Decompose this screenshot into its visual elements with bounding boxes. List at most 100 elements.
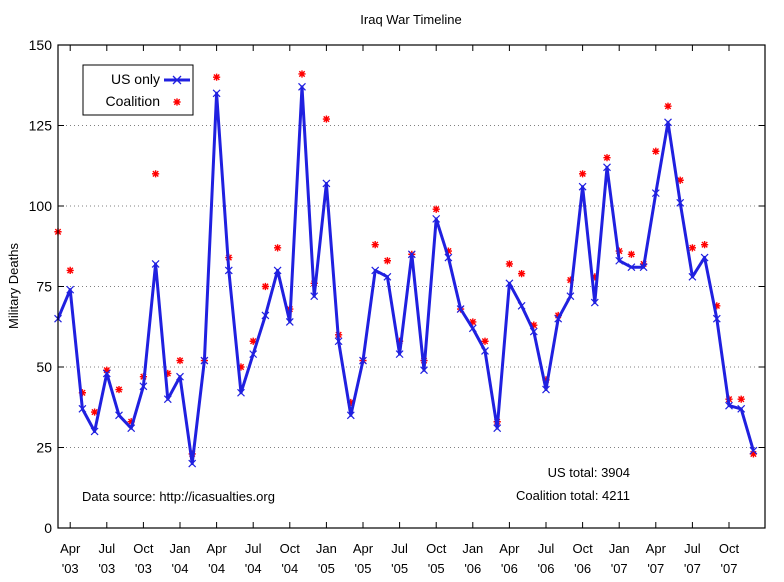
us-only-point <box>322 179 331 188</box>
us-only-point <box>176 372 184 381</box>
y-tick-label: 150 <box>29 37 53 53</box>
us-only-point <box>590 298 599 307</box>
x-tick-label-month: Oct <box>280 541 301 556</box>
coalition-point <box>127 418 135 426</box>
coalition-point <box>261 282 269 291</box>
legend-label-us-only: US only <box>111 71 160 87</box>
coalition-point <box>249 337 257 345</box>
us-only-point <box>639 263 648 272</box>
us-only-point <box>456 305 465 313</box>
coalition-point <box>274 244 282 252</box>
us-only-point <box>66 285 75 294</box>
x-tick-label-year: '05 <box>391 561 408 576</box>
us-only-point <box>298 82 306 91</box>
x-tick-label-month: Oct <box>133 541 154 556</box>
us-only-point <box>90 427 99 436</box>
coalition-point <box>505 260 513 268</box>
us-only-point <box>420 366 428 375</box>
x-axis-ticks: Apr '03 Jul '03 Oct '03 Jan '04 Apr '04 Jul '04 Oct '… <box>60 45 739 576</box>
y-tick-label: 50 <box>36 359 52 375</box>
us-only-point <box>273 266 282 275</box>
coalition-point <box>164 369 172 378</box>
us-only-point <box>163 395 172 404</box>
x-tick-label-year: '06 <box>538 561 555 576</box>
us-only-point <box>115 411 123 420</box>
us-only-line <box>56 85 755 466</box>
y-tick-label: 0 <box>44 520 52 536</box>
us-only-point <box>529 327 538 336</box>
x-tick-label-month: Jan <box>609 541 630 556</box>
coalition-point <box>78 389 86 397</box>
x-tick-label-month: Apr <box>499 541 520 556</box>
coalition-point <box>701 241 709 249</box>
y-tick-label: 125 <box>29 118 53 134</box>
x-tick-label-year: '03 <box>135 561 152 576</box>
y-tick-label: 75 <box>36 279 52 295</box>
coalition-point <box>579 170 587 178</box>
us-only-point <box>261 311 270 320</box>
us-only-point <box>749 446 758 455</box>
legend: US only Coalition <box>82 64 194 116</box>
coalition-point <box>152 170 160 178</box>
coalition-point <box>749 450 757 458</box>
us-only-point <box>371 266 380 275</box>
x-tick-label-year: '07 <box>684 561 701 576</box>
us-only-point <box>346 411 355 420</box>
y-axis-ticks: 0 25 50 75 100 125 150 <box>29 37 765 536</box>
us-only-point <box>554 314 563 323</box>
coalition-point <box>737 395 745 403</box>
x-tick-label-month: Jul <box>391 541 408 556</box>
x-tick-label-month: Jul <box>538 541 555 556</box>
us-only-point <box>468 324 477 333</box>
legend-star-glyph <box>173 98 181 106</box>
coalition-point <box>627 250 635 258</box>
us-only-point <box>505 279 514 288</box>
us-only-point <box>334 337 343 346</box>
coalition-point <box>566 276 574 284</box>
legend-label-coalition: Coalition <box>106 93 160 109</box>
x-tick-label-year: '06 <box>574 561 591 576</box>
coalition-point <box>371 241 379 249</box>
us-only-point <box>237 388 245 397</box>
coalition-point <box>676 176 684 184</box>
us-only-point <box>615 256 624 265</box>
coalition-point <box>664 102 672 110</box>
coalition-point <box>713 302 721 310</box>
x-tick-label-year: '06 <box>464 561 481 576</box>
chart-title: Iraq War Timeline <box>360 12 461 27</box>
us-only-point <box>102 369 111 378</box>
x-tick-label-year: '04 <box>281 561 298 576</box>
coalition-point <box>213 73 221 81</box>
plot-frame <box>57 44 766 529</box>
coalition-point <box>444 247 452 255</box>
coalition-point <box>603 154 611 162</box>
us-only-point <box>664 118 672 127</box>
us-only-point <box>444 253 453 262</box>
us-only-point <box>651 189 660 198</box>
us-only-point <box>725 401 733 410</box>
us-only-point <box>481 346 489 355</box>
coalition-point <box>66 266 74 274</box>
series-layer <box>54 70 758 468</box>
us-only-point <box>359 356 367 365</box>
x-tick-label-month: Apr <box>353 541 374 556</box>
x-tick-label-year: '03 <box>98 561 115 576</box>
us-only-point <box>249 350 258 359</box>
x-tick-label-month: Jan <box>316 541 337 556</box>
us-only-point <box>139 382 148 391</box>
us-only-point <box>407 250 416 259</box>
legend-marker-us-only <box>172 75 182 85</box>
coalition-point <box>103 366 111 374</box>
us-only-point <box>395 350 404 359</box>
us-only-point <box>542 385 550 394</box>
x-tick-label-month: Oct <box>719 541 740 556</box>
x-tick-label-year: '04 <box>172 561 189 576</box>
us-only-point <box>127 424 136 433</box>
x-tick-label-month: Jan <box>462 541 483 556</box>
us-only-point <box>200 356 209 365</box>
coalition-point <box>518 270 526 278</box>
coalition-point <box>237 363 245 371</box>
x-tick-label-year: '04 <box>245 561 262 576</box>
y-tick-label: 100 <box>29 198 53 214</box>
